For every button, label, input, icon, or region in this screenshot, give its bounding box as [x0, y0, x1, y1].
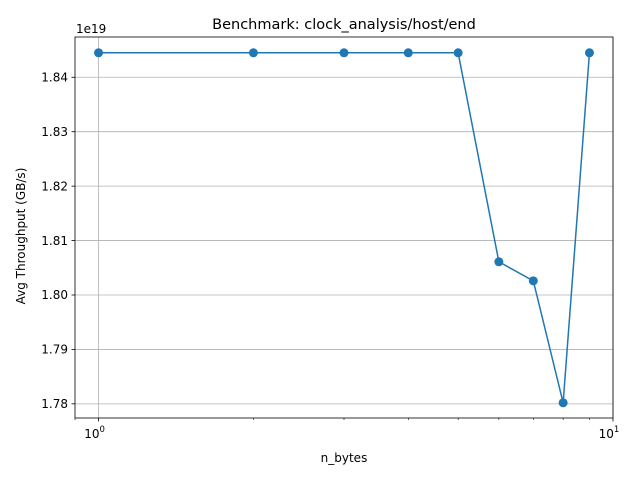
x-tick-base: 10	[84, 427, 99, 441]
x-tick-exponent: 0	[99, 425, 104, 435]
y-tick-label: 1.80	[41, 288, 68, 302]
y-tick-label: 1.79	[41, 343, 68, 357]
data-point	[339, 48, 349, 58]
data-point	[453, 48, 463, 58]
axes	[71, 36, 614, 422]
data-point	[528, 276, 538, 286]
y-tick-label: 1.82	[41, 179, 68, 193]
y-axis-offset-label: 1e19	[76, 22, 106, 36]
data-point	[584, 48, 594, 58]
x-tick-label: 101	[599, 425, 620, 441]
data-point	[248, 48, 258, 58]
series-layer	[94, 48, 594, 408]
y-tick-label: 1.84	[41, 70, 68, 84]
chart-title: Benchmark: clock_analysis/host/end	[212, 17, 476, 33]
y-tick-label: 1.81	[41, 234, 68, 248]
data-point	[403, 48, 413, 58]
data-point	[558, 398, 568, 408]
y-tick-label: 1.83	[41, 125, 68, 139]
x-axis-label: n_bytes	[321, 451, 368, 465]
y-tick-label: 1.78	[41, 397, 68, 411]
x-tick-base: 10	[599, 427, 614, 441]
plot-frame	[74, 36, 614, 419]
data-point	[494, 257, 504, 267]
y-axis-label: Avg Throughput (GB/s)	[14, 168, 28, 305]
x-tick-label: 100	[84, 425, 105, 441]
x-tick-exponent: 1	[614, 425, 619, 435]
data-point	[94, 48, 104, 58]
